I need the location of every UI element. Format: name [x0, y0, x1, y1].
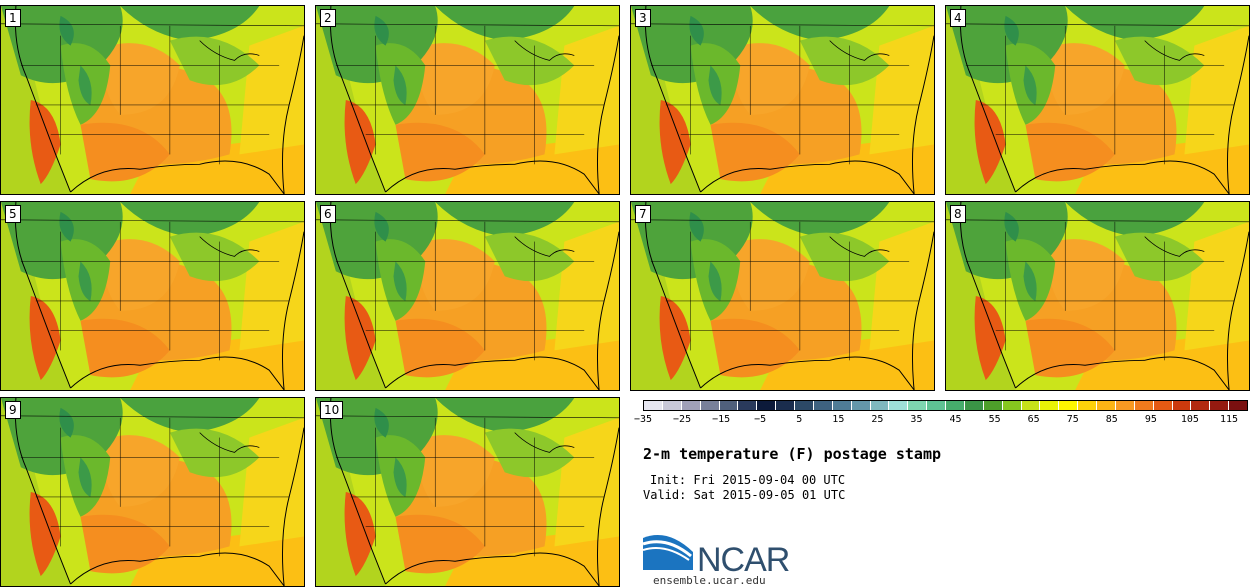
- colorbar-segment: [889, 401, 909, 410]
- colorbar-segment: [662, 401, 682, 410]
- colorbar-tick-label: 55: [988, 414, 1001, 425]
- colorbar-segment: [795, 401, 814, 410]
- colorbar-segment: [813, 401, 833, 410]
- colorbar-segment: [1153, 401, 1173, 410]
- colorbar-tick-label: 95: [1144, 414, 1157, 425]
- temperature-map: [631, 6, 934, 194]
- temperature-map: [316, 398, 619, 586]
- colorbar-segment: [1191, 401, 1211, 410]
- valid-time: Valid: Sat 2015-09-05 01 UTC: [643, 488, 846, 502]
- colorbar-tick-label: −5: [754, 414, 767, 425]
- temperature-map: [1, 202, 304, 390]
- temperature-map: [631, 202, 934, 390]
- colorbar-tick-label: 15: [832, 414, 845, 425]
- colorbar-tick-label: 35: [910, 414, 923, 425]
- colorbar-segment: [1002, 401, 1022, 410]
- site-url: ensemble.ucar.edu: [653, 574, 766, 587]
- member-label: 10: [320, 401, 344, 419]
- temperature-map: [1, 6, 304, 194]
- member-label: 4: [950, 9, 966, 27]
- colorbar-tick-label: 65: [1027, 414, 1040, 425]
- member-label: 1: [5, 9, 21, 27]
- member-panel-5: 5: [0, 201, 305, 391]
- colorbar-segment: [700, 401, 720, 410]
- colorbar-segment: [1040, 401, 1060, 410]
- member-label: 2: [320, 9, 336, 27]
- colorbar-segment: [776, 401, 795, 410]
- colorbar-segment: [1078, 401, 1097, 410]
- colorbar-segment: [927, 401, 946, 410]
- member-label: 7: [635, 205, 651, 223]
- init-time: Init: Fri 2015-09-04 00 UTC: [650, 473, 846, 487]
- temperature-map: [946, 6, 1249, 194]
- temperature-map: [316, 6, 619, 194]
- member-panel-2: 2: [315, 5, 620, 195]
- member-panel-3: 3: [630, 5, 935, 195]
- colorbar-segment: [719, 401, 739, 410]
- member-label: 3: [635, 9, 651, 27]
- colorbar-segment: [644, 401, 663, 410]
- colorbar-segment: [908, 401, 928, 410]
- colorbar-tick-label: 25: [871, 414, 884, 425]
- colorbar-segment: [1097, 401, 1116, 410]
- colorbar-tick-label: 5: [796, 414, 803, 425]
- member-panel-6: 6: [315, 201, 620, 391]
- colorbar-segment: [832, 401, 852, 410]
- member-panel-1: 1: [0, 5, 305, 195]
- colorbar: [643, 400, 1248, 411]
- member-panel-8: 8: [945, 201, 1250, 391]
- colorbar-segment: [1059, 401, 1079, 410]
- member-label: 6: [320, 205, 336, 223]
- temperature-map: [946, 202, 1249, 390]
- member-label: 9: [5, 401, 21, 419]
- colorbar-tick-label: 45: [949, 414, 962, 425]
- colorbar-segment: [1021, 401, 1041, 410]
- ncar-logo-text: NCAR: [697, 541, 790, 579]
- colorbar-segment: [1172, 401, 1192, 410]
- colorbar-segment: [946, 401, 965, 410]
- member-label: 5: [5, 205, 21, 223]
- colorbar-segment: [757, 401, 777, 410]
- colorbar-tick-label: 75: [1066, 414, 1079, 425]
- colorbar-segment: [681, 401, 701, 410]
- member-label: 8: [950, 205, 966, 223]
- member-panel-10: 10: [315, 397, 620, 587]
- temperature-map: [1, 398, 304, 586]
- colorbar-tick-label: −25: [673, 414, 692, 425]
- colorbar-tick-label: −35: [633, 414, 653, 425]
- colorbar-tick-label: 85: [1105, 414, 1118, 425]
- ncar-logo-icon: [643, 535, 693, 570]
- member-panel-9: 9: [0, 397, 305, 587]
- colorbar-segment: [983, 401, 1003, 410]
- temperature-map: [316, 202, 619, 390]
- colorbar-tick-label: 115: [1219, 414, 1239, 425]
- colorbar-segment: [1115, 401, 1135, 410]
- colorbar-segment: [1134, 401, 1154, 410]
- colorbar-tick-label: −15: [712, 414, 731, 425]
- colorbar-segment: [1210, 401, 1230, 410]
- colorbar-segment: [738, 401, 758, 410]
- colorbar-segment: [964, 401, 984, 410]
- colorbar-segment: [851, 401, 871, 410]
- member-panel-7: 7: [630, 201, 935, 391]
- colorbar-ticks: −35 −25 −15 −5 5 15 25 35 45 55 65 75 85 95 105 115: [634, 414, 1248, 428]
- colorbar-tick-label: 105: [1180, 414, 1199, 425]
- colorbar-segment: [870, 401, 890, 410]
- member-panel-4: 4: [945, 5, 1250, 195]
- colorbar-segment: [1229, 401, 1247, 410]
- product-title: 2-m temperature (F) postage stamp: [643, 445, 942, 463]
